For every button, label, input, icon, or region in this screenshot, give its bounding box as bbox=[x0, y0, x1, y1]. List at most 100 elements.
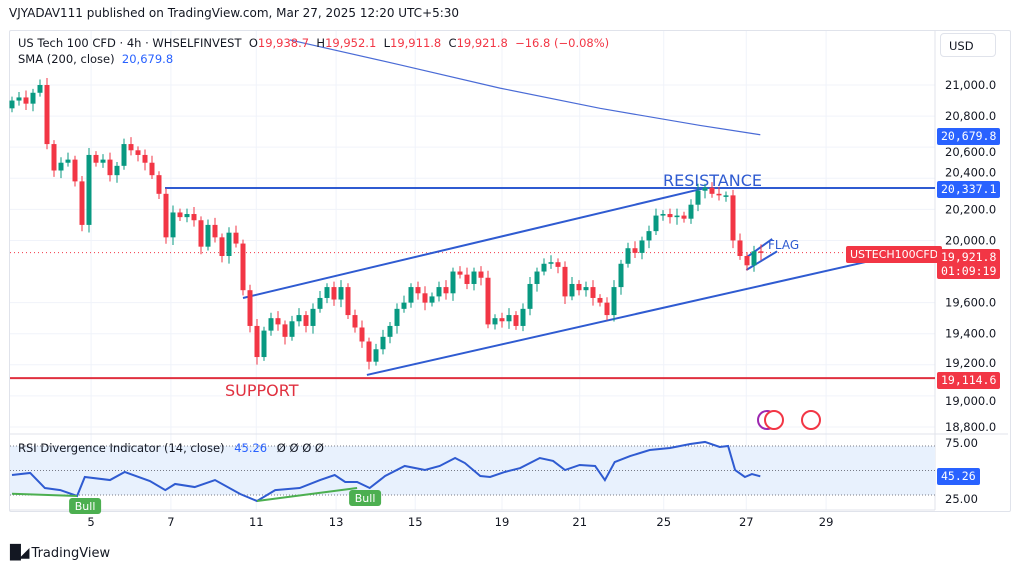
time-tick-label: 27 bbox=[739, 515, 754, 529]
publisher-line: VJYADAV111 published on TradingView.com,… bbox=[9, 6, 460, 20]
candle-body bbox=[212, 224, 218, 238]
sma-price-tag: 20,679.8 bbox=[937, 128, 1001, 145]
rsi-extra-values: Ø Ø Ø Ø bbox=[276, 441, 324, 455]
candle-body bbox=[366, 341, 372, 362]
candle-body bbox=[576, 283, 582, 291]
candle-body bbox=[324, 287, 330, 298]
price-tick-label: 18,800.0 bbox=[945, 420, 996, 434]
candle-body bbox=[499, 318, 505, 322]
sma-value: 20,679.8 bbox=[121, 52, 174, 66]
time-tick-label: 29 bbox=[819, 515, 834, 529]
support-price-tag: 19,114.6 bbox=[937, 372, 1001, 389]
candle-body bbox=[30, 92, 36, 104]
price-tick-label: 20,200.0 bbox=[945, 202, 996, 216]
candle-body bbox=[583, 287, 589, 291]
candle-body bbox=[569, 283, 575, 297]
us-flag-event-icon bbox=[801, 410, 821, 430]
candle-body bbox=[513, 315, 519, 326]
price-tick-label: 21,000.0 bbox=[945, 78, 996, 92]
price-tick-label: 19,200.0 bbox=[945, 356, 996, 370]
candle-body bbox=[268, 318, 274, 331]
candle-body bbox=[695, 190, 701, 205]
candle-body bbox=[226, 232, 232, 256]
last-price-tag: 19,921.8 01:09:19 bbox=[937, 249, 1001, 279]
low-label: L bbox=[383, 36, 391, 50]
candle-body bbox=[240, 243, 246, 291]
candle-body bbox=[751, 251, 757, 266]
candle-body bbox=[464, 274, 470, 284]
candle-body bbox=[191, 214, 197, 221]
candle-body bbox=[436, 287, 442, 297]
candle-body bbox=[702, 187, 708, 191]
resistance-label: RESISTANCE bbox=[663, 171, 762, 190]
symbol-title[interactable]: US Tech 100 CFD · 4h · WHSELFINVEST bbox=[18, 36, 242, 50]
candle-body bbox=[653, 215, 659, 232]
flag-label: FLAG bbox=[768, 238, 799, 252]
bull-divergence-line bbox=[11, 492, 78, 497]
price-tick-label: 20,000.0 bbox=[945, 233, 996, 247]
candle-body bbox=[415, 287, 421, 294]
candle-body bbox=[338, 287, 344, 300]
time-tick-label: 19 bbox=[495, 515, 510, 529]
candle-body bbox=[667, 214, 673, 218]
candle-body bbox=[310, 308, 316, 326]
candle-body bbox=[100, 159, 106, 163]
candle-body bbox=[681, 215, 687, 219]
candle-body bbox=[611, 287, 617, 316]
sma-label[interactable]: SMA (200, close) bbox=[18, 52, 115, 66]
resistance-price-tag: 20,337.1 bbox=[937, 181, 1001, 198]
candle-body bbox=[282, 324, 288, 337]
time-tick-label: 7 bbox=[167, 515, 174, 529]
channel-lower-line bbox=[366, 261, 866, 376]
candle-body bbox=[205, 224, 211, 247]
time-tick-label: 5 bbox=[87, 515, 94, 529]
change-value: −16.8 (−0.08%) bbox=[515, 36, 610, 50]
brand-name[interactable]: TradingView bbox=[31, 545, 111, 561]
candle-body bbox=[261, 330, 267, 358]
candle-body bbox=[79, 181, 85, 225]
candle-body bbox=[555, 262, 561, 267]
rsi-legend: RSI Divergence Indicator (14, close) 45.… bbox=[18, 441, 324, 455]
bull-label: Bull bbox=[75, 500, 96, 513]
flag-upper-line bbox=[745, 238, 773, 259]
candle-body bbox=[233, 232, 239, 244]
candle-body bbox=[723, 195, 729, 197]
time-tick-label: 25 bbox=[656, 515, 671, 529]
candle-body bbox=[590, 287, 596, 298]
candle-body bbox=[135, 150, 141, 155]
rsi-value-tag: 45.26 bbox=[937, 468, 980, 485]
flag-lower-line bbox=[745, 250, 778, 271]
candle-body bbox=[387, 325, 393, 337]
currency-button[interactable]: USD bbox=[940, 33, 996, 57]
candle-body bbox=[359, 327, 365, 342]
candle-body bbox=[478, 271, 484, 278]
candle-body bbox=[450, 271, 456, 294]
rsi-tick-label: 25.00 bbox=[945, 492, 978, 506]
candle-body bbox=[184, 214, 190, 218]
rsi-label[interactable]: RSI Divergence Indicator (14, close) bbox=[18, 441, 225, 455]
symbol-legend: US Tech 100 CFD · 4h · WHSELFINVEST O 19,… bbox=[18, 35, 609, 67]
candle-body bbox=[345, 287, 351, 316]
candle-body bbox=[93, 154, 99, 163]
low-value: 19,911.8 bbox=[390, 36, 442, 50]
candle-body bbox=[485, 277, 491, 325]
candle-body bbox=[401, 302, 407, 309]
candle-body bbox=[37, 85, 43, 93]
candle-body bbox=[86, 154, 92, 225]
time-tick-label: 13 bbox=[329, 515, 344, 529]
candle-body bbox=[65, 159, 71, 163]
candle-body bbox=[688, 204, 694, 219]
candle-body bbox=[422, 293, 428, 303]
open-label: O bbox=[248, 36, 258, 50]
candle-body bbox=[163, 193, 169, 238]
candle-body bbox=[51, 144, 57, 171]
candle-body bbox=[457, 271, 463, 275]
candle-body bbox=[660, 214, 666, 216]
candle-body bbox=[492, 318, 498, 325]
candle-body bbox=[646, 231, 652, 241]
candle-body bbox=[198, 220, 204, 247]
candle-body bbox=[72, 159, 78, 182]
us-flag-event-icon bbox=[764, 410, 784, 430]
